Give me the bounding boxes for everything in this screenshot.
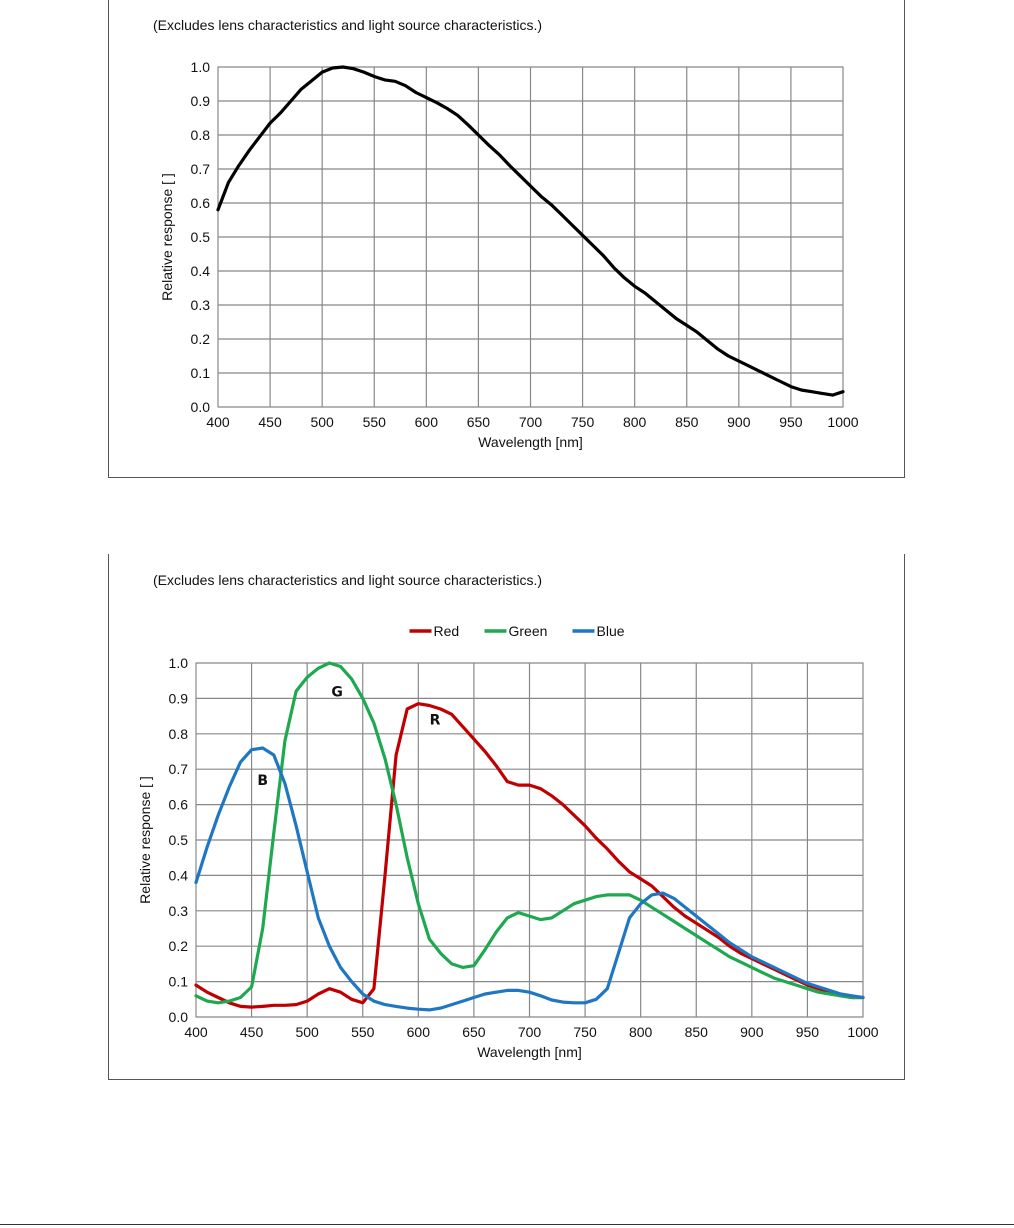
legend-label-red: Red [434, 623, 460, 639]
series-line-blue [194, 746, 865, 1012]
y-tick-label: 0.2 [191, 331, 211, 347]
x-tick-label: 600 [407, 1024, 431, 1040]
series-line-green [194, 661, 865, 1005]
y-tick-label: 0.6 [191, 195, 211, 211]
y-axis-label: Relative response [ ] [159, 173, 175, 301]
y-tick-label: 0.9 [191, 93, 211, 109]
page-footer-rule [0, 1224, 1014, 1225]
y-tick-label: 0.1 [169, 974, 189, 990]
y-tick-label: 1.0 [169, 655, 189, 671]
chart-panel-color: (Excludes lens characteristics and light… [108, 554, 905, 1080]
x-tick-label: 400 [184, 1024, 208, 1040]
x-axis-label: Wavelength [nm] [477, 1044, 582, 1060]
chart-panel-mono: (Excludes lens characteristics and light… [108, 0, 905, 478]
x-tick-label: 500 [295, 1024, 319, 1040]
y-tick-label: 0.8 [191, 127, 211, 143]
x-tick-label: 400 [206, 414, 230, 430]
x-tick-label: 850 [685, 1024, 709, 1040]
x-tick-label: 900 [740, 1024, 764, 1040]
x-tick-label: 450 [240, 1024, 264, 1040]
series-line-red [194, 702, 865, 1009]
series-line-mono [216, 65, 845, 397]
chart-note: (Excludes lens characteristics and light… [153, 572, 543, 588]
x-tick-label: 550 [363, 414, 387, 430]
x-tick-label: 650 [467, 414, 491, 430]
y-tick-label: 0.6 [169, 797, 189, 813]
y-tick-label: 0.8 [169, 726, 189, 742]
x-tick-label: 1000 [847, 1024, 878, 1040]
y-tick-label: 0.3 [169, 903, 189, 919]
y-tick-label: 0.4 [169, 867, 189, 883]
rgb-response-chart: 400 450 500 550 600 650 700 750 800 850 900 950 1000… [137, 623, 879, 1060]
y-axis-label: Relative response [ ] [137, 776, 153, 904]
y-tick-label: 0.2 [169, 938, 189, 954]
x-tick-label: 800 [629, 1024, 653, 1040]
y-tick-label: 0.4 [191, 263, 211, 279]
chart-note: (Excludes lens characteristics and light… [153, 17, 543, 33]
y-tick-label: 0.7 [191, 161, 211, 177]
x-tick-label: 750 [573, 1024, 597, 1040]
x-tick-label: 950 [779, 414, 803, 430]
x-tick-label: 950 [796, 1024, 820, 1040]
legend-label-green: Green [509, 623, 548, 639]
x-tick-label: 700 [518, 1024, 542, 1040]
x-tick-label: 500 [310, 414, 334, 430]
x-tick-label: 600 [415, 414, 439, 430]
y-tick-label: 0.9 [169, 690, 189, 706]
y-tick-label: 0.3 [191, 297, 211, 313]
mono-response-chart: 400 450 500 550 600 650 700 750 800 850 900 950 1000… [159, 59, 859, 450]
y-tick-label: 0.5 [191, 229, 211, 245]
curve-label-r: R [430, 713, 441, 729]
x-tick-label: 450 [258, 414, 282, 430]
y-tick-label: 0.0 [191, 399, 211, 415]
y-tick-label: 0.7 [169, 761, 189, 777]
x-axis-label: Wavelength [nm] [478, 434, 583, 450]
y-tick-label: 0.5 [169, 832, 189, 848]
x-tick-label: 750 [571, 414, 595, 430]
y-tick-label: 0.0 [169, 1009, 189, 1025]
x-tick-label: 550 [351, 1024, 375, 1040]
curve-label-g: G [331, 684, 343, 700]
x-tick-label: 1000 [827, 414, 858, 430]
x-tick-label: 850 [675, 414, 699, 430]
x-tick-label: 700 [519, 414, 543, 430]
y-tick-label: 1.0 [191, 59, 211, 75]
x-tick-label: 650 [462, 1024, 486, 1040]
legend-label-blue: Blue [597, 623, 625, 639]
y-tick-label: 0.1 [191, 365, 211, 381]
x-tick-label: 800 [623, 414, 647, 430]
x-tick-label: 900 [727, 414, 751, 430]
curve-label-b: B [257, 773, 268, 789]
